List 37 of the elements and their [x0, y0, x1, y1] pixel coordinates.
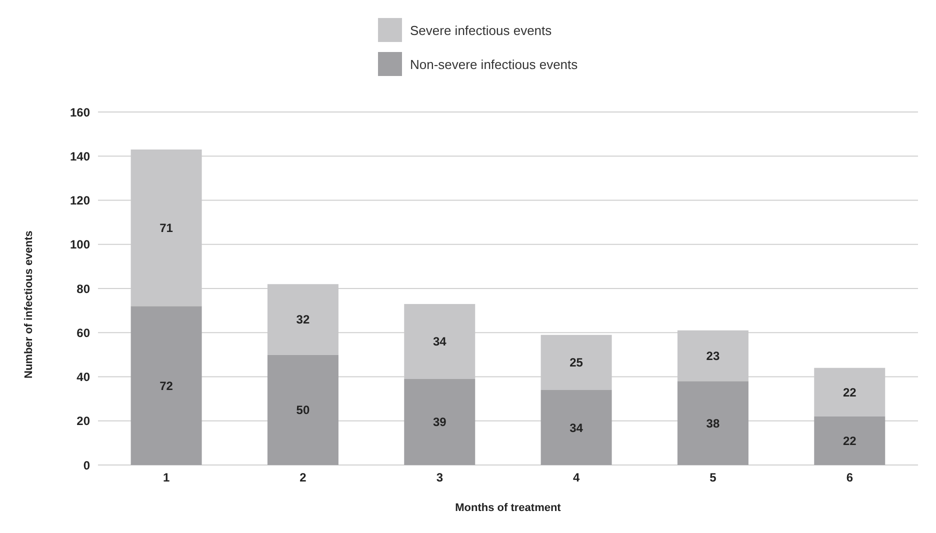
data-label: 23 — [706, 349, 720, 364]
bar — [540, 390, 612, 465]
x-tick-label: 3 — [436, 470, 444, 485]
data-label: 32 — [296, 312, 310, 327]
y-tick-label: 40 — [76, 370, 90, 384]
bar — [404, 378, 476, 465]
y-tick-label: 60 — [76, 326, 90, 340]
data-label: 38 — [706, 416, 720, 430]
data-label: 39 — [432, 415, 447, 430]
data-label: 22 — [842, 434, 857, 448]
legend-label: Non-severe infectious events — [410, 56, 578, 72]
data-label: 71 — [160, 221, 174, 236]
y-tick-label: 0 — [83, 458, 90, 472]
data-label: 50 — [296, 403, 310, 418]
x-tick-label: 5 — [710, 470, 717, 485]
data-label: 34 — [432, 334, 447, 349]
y-tick-label: 20 — [76, 414, 90, 428]
bar — [677, 381, 748, 465]
y-tick-label: 140 — [70, 149, 90, 164]
bar — [814, 416, 886, 465]
y-tick-label: 160 — [70, 105, 90, 120]
bar — [130, 306, 202, 465]
x-tick-label: 1 — [162, 470, 170, 485]
y-tick-label: 120 — [70, 194, 90, 208]
x-tick-label: 4 — [572, 470, 580, 485]
y-axis-title: Number of infectious events — [22, 230, 35, 378]
data-label: 72 — [160, 378, 174, 393]
x-tick-label: 2 — [300, 470, 307, 485]
bar — [267, 354, 338, 465]
x-tick-label: 6 — [846, 470, 854, 485]
data-label: 34 — [570, 420, 584, 435]
legend-label: Severe infectious events — [410, 22, 552, 38]
data-label: 25 — [570, 356, 584, 370]
x-axis-title: Months of treatment — [455, 502, 562, 514]
y-tick-label: 80 — [76, 282, 90, 296]
y-tick-label: 100 — [70, 238, 90, 252]
data-label: 22 — [842, 385, 857, 400]
